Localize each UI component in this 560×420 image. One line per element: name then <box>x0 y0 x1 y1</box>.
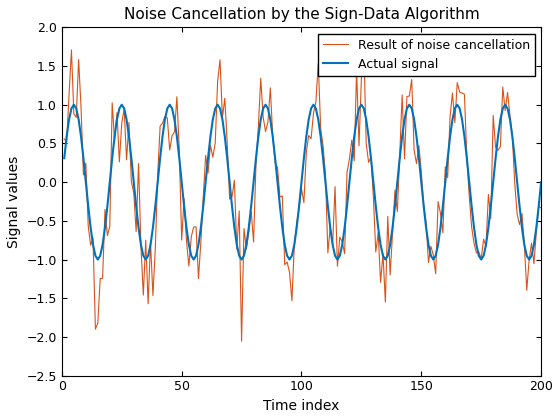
Actual signal <box>95 257 101 262</box>
Actual signal <box>502 102 508 107</box>
Result of noise cancellation <box>502 108 508 113</box>
Y-axis label: Signal values: Signal values <box>7 155 21 247</box>
Result of noise cancellation <box>519 211 525 216</box>
Actual signal <box>61 156 68 161</box>
Result of noise cancellation <box>538 205 544 210</box>
Line: Result of noise cancellation: Result of noise cancellation <box>64 45 541 341</box>
Result of noise cancellation <box>188 234 195 239</box>
Actual signal <box>82 180 89 185</box>
Result of noise cancellation <box>80 173 87 178</box>
Line: Actual signal: Actual signal <box>64 105 541 260</box>
Result of noise cancellation <box>90 235 96 240</box>
X-axis label: Time index: Time index <box>263 399 340 413</box>
Legend: Result of noise cancellation, Actual signal: Result of noise cancellation, Actual sig… <box>318 34 535 76</box>
Actual signal <box>155 180 161 185</box>
Result of noise cancellation <box>150 293 156 298</box>
Actual signal <box>538 180 544 185</box>
Title: Noise Cancellation by the Sign-Data Algorithm: Noise Cancellation by the Sign-Data Algo… <box>124 7 479 22</box>
Actual signal <box>92 253 99 258</box>
Result of noise cancellation <box>238 339 245 344</box>
Actual signal <box>519 225 525 230</box>
Result of noise cancellation <box>361 42 367 47</box>
Actual signal <box>193 253 199 258</box>
Result of noise cancellation <box>61 136 68 142</box>
Actual signal <box>71 102 77 107</box>
